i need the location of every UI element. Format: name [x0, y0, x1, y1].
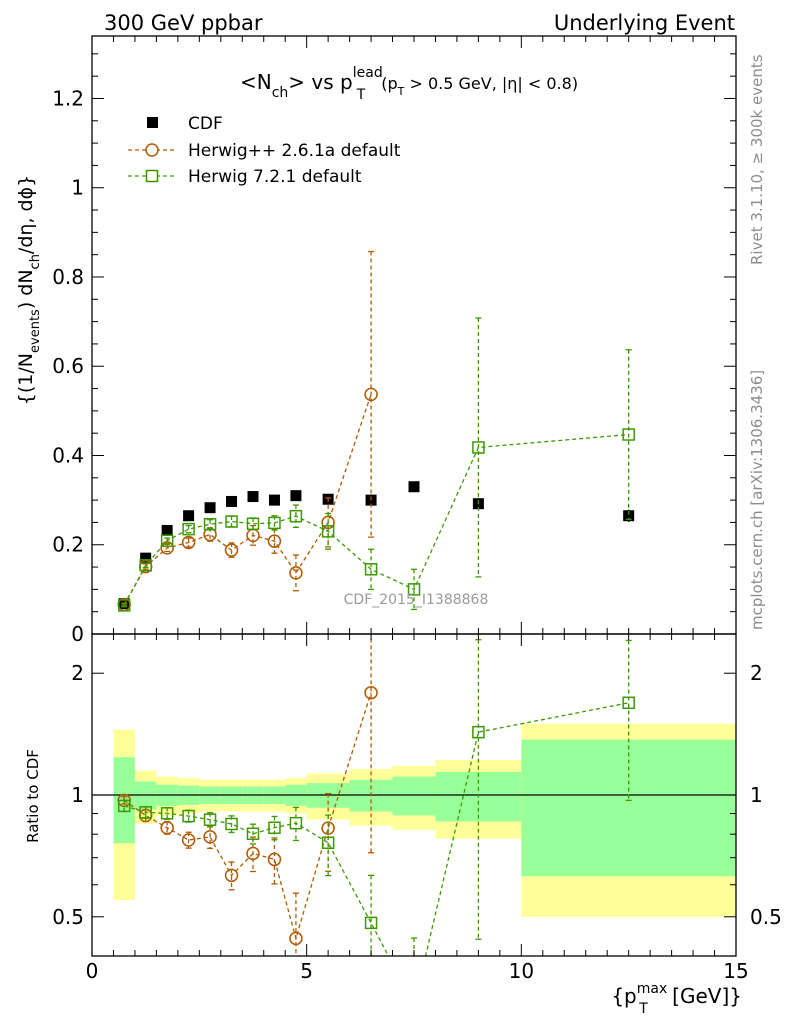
- main-x-ticks: [91, 36, 737, 634]
- x-tick-label: 15: [723, 959, 748, 983]
- ratio-y-ticks: 0.5 0.5 1 1 2 2: [52, 661, 782, 957]
- ratio-band-inner: [392, 776, 436, 816]
- main-y-tick-label: 0: [71, 622, 84, 646]
- cdf-point: [204, 502, 216, 514]
- herwig7-ratio-line: [124, 702, 629, 956]
- main-y-tick-label: 0.6: [52, 354, 84, 378]
- herwigpp-ratio-point: [224, 868, 239, 883]
- cdf-point: [226, 495, 238, 507]
- herwig7-point: [139, 559, 152, 572]
- x-axis-label: {pmax T [GeV]}: [611, 981, 742, 1017]
- herwig7-ratio-point: [289, 816, 303, 830]
- watermark: CDF_2015_I1388868: [344, 592, 489, 608]
- herwig7-ratio-point: [409, 999, 420, 1010]
- herwig7-ratio-point: [246, 827, 260, 841]
- legend: CDF Herwig++ 2.6.1a default Herwig 7.2.1…: [128, 114, 401, 187]
- cdf-point: [408, 481, 420, 493]
- herwigpp-ratio-point: [289, 931, 303, 946]
- herwig7-point: [203, 517, 217, 531]
- ratio-y-tick-label: 2: [71, 661, 84, 685]
- herwig7-point: [182, 522, 195, 536]
- ratio-x-ticks: 0 5 10 15: [86, 634, 749, 983]
- y-axis-label: {(1/Nevents) dNch/dη, dϕ}: [15, 175, 43, 405]
- legend-herwigpp-marker: [145, 143, 159, 157]
- ratio-y-tick-label: 0.5: [52, 905, 84, 929]
- ratio-y-tick-label-right: 1: [750, 783, 763, 807]
- header-right: Underlying Event: [554, 11, 735, 35]
- herwig7-point: [246, 517, 260, 531]
- herwig7-ratio-point: [203, 813, 217, 826]
- main-y-tick-label: 0.2: [52, 533, 84, 557]
- herwigpp-ratio-point: [203, 830, 217, 844]
- ratio-y-tick-label: 1: [71, 783, 84, 807]
- plot-title: <Nch> vs plead T(pT > 0.5 GeV, |η| < 0.8): [240, 65, 578, 103]
- legend-cdf-label: CDF: [188, 114, 223, 134]
- herwigpp-ratio-point: [181, 833, 196, 847]
- cdf-point: [247, 491, 259, 503]
- legend-cdf-marker: [147, 117, 158, 128]
- ratio-panel: 0.5 0.5 1 1 2 2 0 5 10 15 Ratio to CDF: [24, 633, 782, 1010]
- herwig7-line: [123, 433, 629, 606]
- ratio-plot-area: [92, 634, 736, 1010]
- cdf-point: [183, 510, 195, 522]
- herwigpp-ratio-line: [123, 692, 372, 941]
- herwig7-point: [321, 525, 335, 538]
- herwig7-ratio-point: [622, 696, 635, 710]
- rivet-version-label: Rivet 3.1.10, ≥ 300k events: [748, 54, 766, 265]
- herwigpp-ratio-point: [160, 820, 174, 835]
- herwigpp-point: [181, 535, 196, 550]
- main-y-tick-label: 0.8: [52, 265, 84, 289]
- mcplots-label: mcplots.cern.ch [arXiv:1306.3436]: [748, 370, 766, 630]
- herwig7-ratio-point: [268, 821, 281, 834]
- cdf-point: [623, 510, 635, 522]
- cdf-point: [161, 524, 173, 536]
- herwig7-ratio-point: [225, 817, 238, 831]
- herwigpp-point: [289, 566, 303, 580]
- herwig7-ratio-point: [117, 799, 131, 813]
- herwig7-ratio-point: [472, 725, 485, 739]
- main-y-tick-label: 0.4: [52, 443, 84, 467]
- ratio-y-tick-label-right: 2: [750, 661, 763, 685]
- herwig7-point: [225, 515, 238, 528]
- herwig7-point: [289, 509, 303, 523]
- legend-herwigpp-label: Herwig++ 2.6.1a default: [188, 141, 401, 161]
- x-tick-label: 5: [300, 959, 313, 983]
- legend-herwig7-marker: [145, 169, 159, 183]
- herwigpp-point: [246, 528, 260, 543]
- herwig7-point: [622, 428, 635, 441]
- herwigpp-ratio-point: [246, 846, 260, 861]
- cdf-point: [290, 490, 302, 502]
- legend-herwig7-label: Herwig 7.2.1 default: [188, 167, 362, 187]
- main-y-ticks: 0 0.2 0.4 0.6 0.8 1 1.2: [52, 53, 736, 646]
- herwig7-ratio-point: [139, 806, 152, 819]
- herwigpp-point: [224, 543, 239, 557]
- herwig7-ratio-point: [182, 809, 195, 823]
- cdf-point: [268, 494, 280, 506]
- x-tick-label: 0: [86, 959, 99, 983]
- herwig7-ratio-point: [160, 807, 174, 820]
- header-left: 300 GeV ppbar: [104, 11, 263, 35]
- herwig7-ratio-point: [364, 916, 378, 930]
- herwig7-point: [268, 516, 281, 530]
- herwigpp-ratio-point: [364, 685, 378, 700]
- ratio-y-tick-label-right: 0.5: [750, 905, 782, 929]
- herwig7-ratio-point: [321, 836, 335, 850]
- herwigpp-point: [267, 534, 282, 548]
- herwig7-point: [160, 534, 174, 547]
- ratio-y-axis-label: Ratio to CDF: [24, 749, 42, 843]
- herwigpp-point: [364, 387, 378, 402]
- cdf-point: [140, 552, 152, 564]
- herwig7-point: [472, 441, 485, 454]
- herwig7-point: [407, 583, 421, 596]
- main-y-tick-label: 1: [71, 176, 84, 200]
- herwig7-point: [364, 563, 378, 576]
- main-plot-area: [117, 250, 635, 612]
- herwig7-point: [117, 599, 131, 612]
- main-y-tick-label: 1.2: [52, 86, 84, 110]
- herwigpp-ratio-point: [267, 852, 282, 867]
- main-panel: 0 0.2 0.4 0.6 0.8 1 1.2 <Nch> vs plead T(pT > 0…: [15, 35, 737, 646]
- x-tick-label: 10: [509, 959, 534, 983]
